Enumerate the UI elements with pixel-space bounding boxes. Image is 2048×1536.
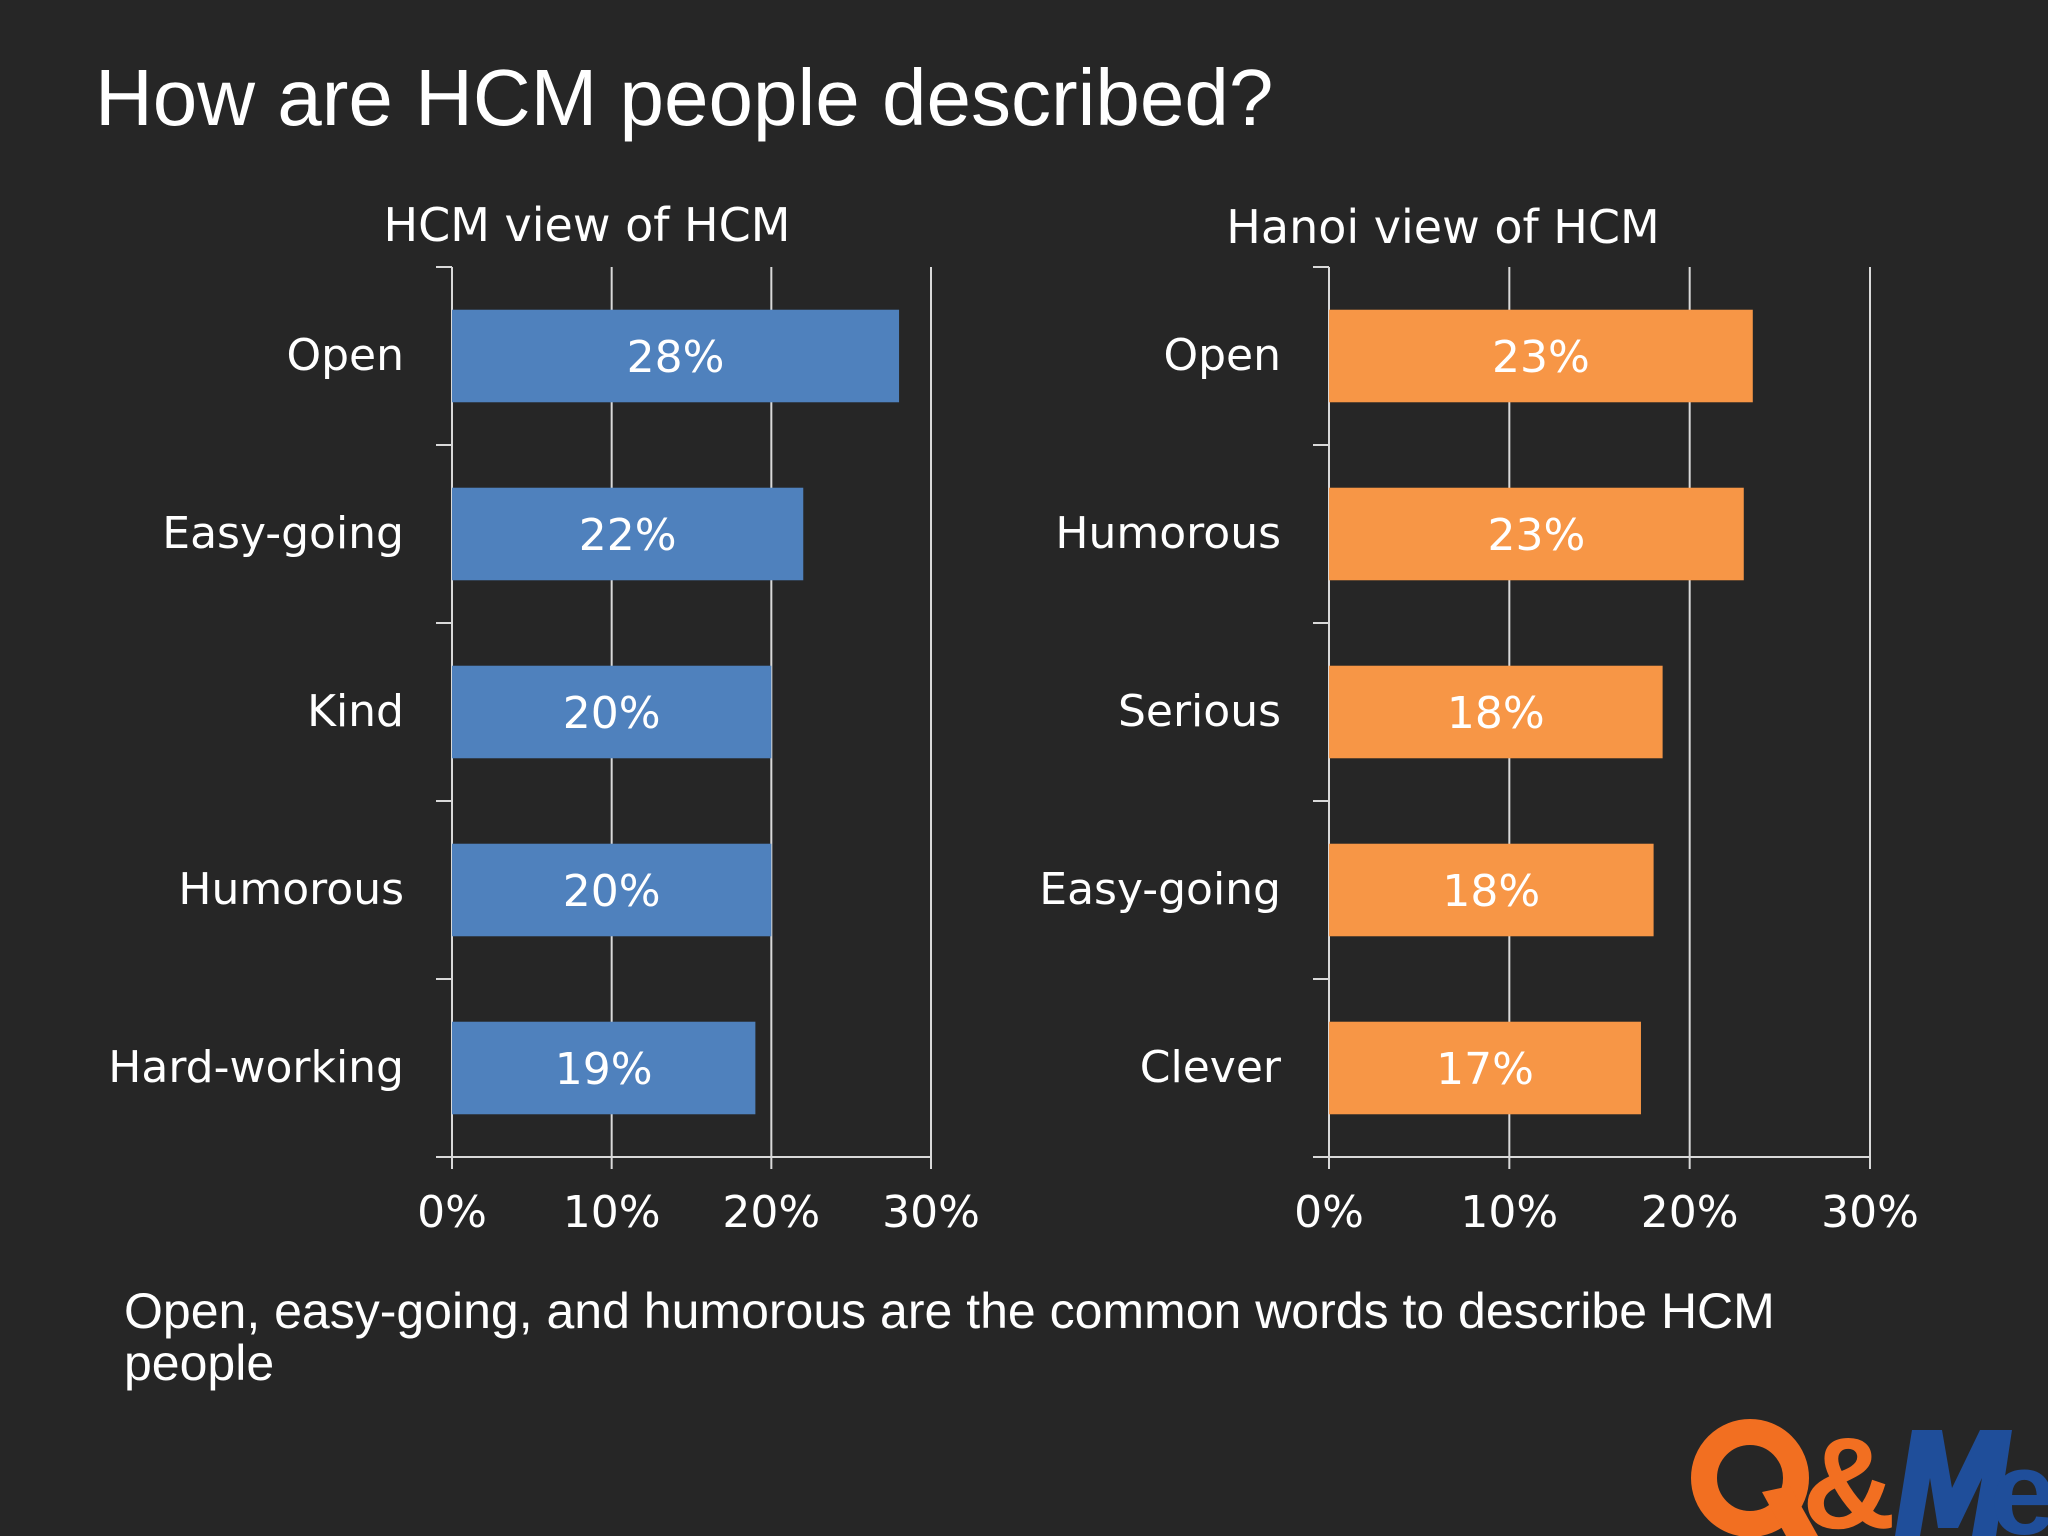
x-tick-label: 10%	[563, 1187, 661, 1238]
logo-e: e	[1990, 1426, 2048, 1536]
bar-hard-working	[452, 1021, 756, 1115]
bar-easy-going	[1329, 843, 1654, 937]
x-tick-label: 0%	[1294, 1187, 1364, 1238]
category-label: Easy-going	[1039, 864, 1281, 915]
data-label: 20%	[563, 866, 661, 917]
logo-m	[1895, 1430, 2012, 1536]
bar-humorous	[1329, 487, 1744, 581]
chart-title: HCM view of HCM	[384, 198, 791, 252]
data-label: 23%	[1492, 332, 1590, 383]
category-label: Open	[1163, 330, 1281, 381]
chart-1: HCM view of HCM 0% 10% 20% 30% 28% Open 22% Easy…	[108, 198, 980, 1238]
category-label: Kind	[307, 686, 404, 737]
bar-easy-going	[452, 487, 804, 581]
bar-open	[1329, 309, 1753, 403]
chart-title: Hanoi view of HCM	[1226, 200, 1659, 254]
data-label: 23%	[1487, 510, 1585, 561]
x-tick-label: 10%	[1460, 1187, 1558, 1238]
slide-title: How are HCM people described?	[95, 53, 1274, 142]
category-label: Humorous	[1055, 508, 1281, 559]
x-tick-label: 0%	[417, 1187, 487, 1238]
x-tick-label: 20%	[1641, 1187, 1739, 1238]
chart-2: Hanoi view of HCM 0% 10% 20% 30% 23% Open 23% Hu…	[1039, 200, 1919, 1238]
bar-kind	[452, 665, 772, 759]
data-label: 18%	[1442, 866, 1540, 917]
category-label: Humorous	[178, 864, 404, 915]
slide-caption: Open, easy-going, and humorous are the c…	[124, 1283, 1775, 1391]
logo-q-tail	[1762, 1486, 1818, 1536]
category-label: Easy-going	[162, 508, 404, 559]
bar-serious	[1329, 665, 1663, 759]
qme-logo: & e	[1691, 1410, 2048, 1536]
category-label: Serious	[1118, 686, 1281, 737]
x-tick-label: 20%	[722, 1187, 820, 1238]
data-label: 17%	[1436, 1044, 1534, 1095]
category-label: Hard-working	[108, 1042, 404, 1093]
logo-q-ring	[1691, 1419, 1809, 1536]
bar-humorous	[452, 843, 772, 937]
data-label: 18%	[1447, 688, 1545, 739]
category-label: Open	[286, 330, 404, 381]
bar-open	[452, 309, 900, 403]
bar-clever	[1329, 1021, 1641, 1115]
data-label: 28%	[627, 332, 725, 383]
category-label: Clever	[1140, 1042, 1282, 1093]
logo-ampersand: &	[1802, 1410, 1896, 1536]
x-tick-label: 30%	[1821, 1187, 1919, 1238]
x-tick-label: 30%	[882, 1187, 980, 1238]
data-label: 19%	[555, 1044, 653, 1095]
data-label: 20%	[563, 688, 661, 739]
data-label: 22%	[579, 510, 677, 561]
